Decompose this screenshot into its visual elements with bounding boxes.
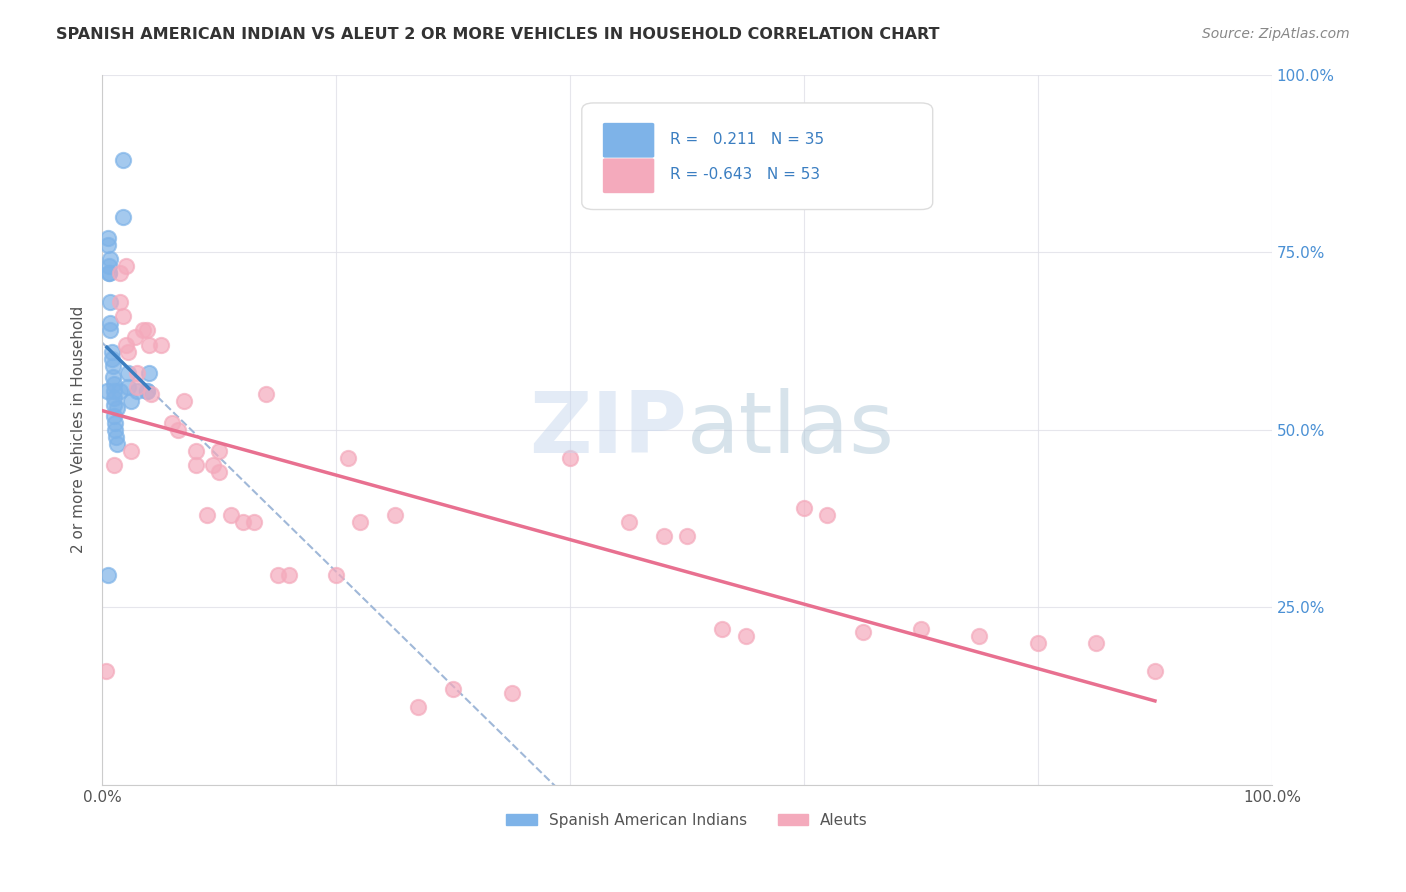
Point: [127, 384, 149, 398]
Point: [112, 210, 135, 224]
Point: [112, 309, 135, 323]
Point: [1026, 636, 1049, 650]
Text: atlas: atlas: [688, 388, 896, 471]
Point: [652, 529, 675, 543]
Point: [336, 451, 359, 466]
Point: [100, 351, 122, 366]
Point: [97, 238, 120, 252]
Point: [103, 391, 125, 405]
Text: R = -0.643   N = 53: R = -0.643 N = 53: [669, 167, 820, 182]
Point: [117, 366, 139, 380]
Point: [103, 376, 125, 391]
Point: [127, 380, 149, 394]
Point: [173, 394, 195, 409]
FancyBboxPatch shape: [603, 123, 654, 158]
Point: [103, 458, 125, 473]
Point: [108, 294, 131, 309]
Point: [103, 398, 125, 412]
Point: [100, 252, 122, 267]
Point: [349, 515, 371, 529]
FancyBboxPatch shape: [603, 159, 654, 194]
Point: [406, 700, 429, 714]
Point: [558, 451, 581, 466]
Text: Source: ZipAtlas.com: Source: ZipAtlas.com: [1202, 27, 1350, 41]
Point: [266, 568, 288, 582]
Point: [138, 337, 160, 351]
Point: [97, 231, 120, 245]
Point: [105, 430, 128, 444]
Point: [100, 344, 122, 359]
Point: [501, 686, 523, 700]
Point: [135, 384, 157, 398]
Point: [197, 508, 219, 522]
Point: [103, 409, 125, 423]
Point: [243, 515, 266, 529]
Point: [202, 458, 225, 473]
Point: [103, 384, 125, 398]
Point: [441, 682, 464, 697]
Point: [100, 294, 122, 309]
Point: [101, 359, 124, 373]
Point: [98, 267, 121, 281]
Point: [127, 366, 149, 380]
Point: [711, 622, 734, 636]
Point: [232, 515, 254, 529]
Point: [114, 260, 136, 274]
Point: [162, 416, 184, 430]
Point: [94, 665, 117, 679]
Point: [124, 330, 146, 344]
Point: [108, 384, 131, 398]
Point: [278, 568, 301, 582]
Point: [112, 153, 135, 167]
Point: [104, 423, 127, 437]
Point: [1085, 636, 1108, 650]
Point: [141, 387, 163, 401]
Point: [617, 515, 640, 529]
Point: [107, 437, 129, 451]
Text: SPANISH AMERICAN INDIAN VS ALEUT 2 OR MORE VEHICLES IN HOUSEHOLD CORRELATION CHA: SPANISH AMERICAN INDIAN VS ALEUT 2 OR MO…: [56, 27, 939, 42]
Point: [120, 444, 142, 458]
Legend: Spanish American Indians, Aleuts: Spanish American Indians, Aleuts: [501, 807, 875, 834]
Point: [1143, 665, 1166, 679]
Point: [219, 508, 242, 522]
Point: [98, 260, 121, 274]
Point: [734, 629, 756, 643]
Point: [108, 267, 131, 281]
Point: [117, 344, 139, 359]
Point: [97, 568, 120, 582]
Point: [815, 508, 838, 522]
Point: [325, 568, 347, 582]
Point: [117, 380, 139, 394]
Point: [96, 384, 118, 398]
Point: [101, 369, 124, 384]
Point: [184, 444, 207, 458]
Point: [969, 629, 991, 643]
Point: [100, 316, 122, 330]
Point: [793, 500, 815, 515]
Point: [114, 337, 136, 351]
Point: [676, 529, 699, 543]
Point: [107, 401, 129, 416]
Point: [208, 466, 231, 480]
Point: [910, 622, 932, 636]
Point: [149, 337, 172, 351]
Point: [184, 458, 207, 473]
Point: [135, 384, 157, 398]
Point: [135, 323, 157, 337]
Y-axis label: 2 or more Vehicles in Household: 2 or more Vehicles in Household: [72, 306, 86, 553]
Point: [167, 423, 190, 437]
Point: [138, 366, 160, 380]
Point: [851, 625, 873, 640]
Point: [384, 508, 406, 522]
Text: ZIP: ZIP: [529, 388, 688, 471]
Point: [100, 323, 122, 337]
Point: [98, 267, 121, 281]
FancyBboxPatch shape: [582, 103, 932, 210]
Point: [208, 444, 231, 458]
Text: R =   0.211   N = 35: R = 0.211 N = 35: [669, 132, 824, 146]
Point: [104, 416, 127, 430]
Point: [132, 323, 155, 337]
Point: [120, 394, 142, 409]
Point: [254, 387, 277, 401]
